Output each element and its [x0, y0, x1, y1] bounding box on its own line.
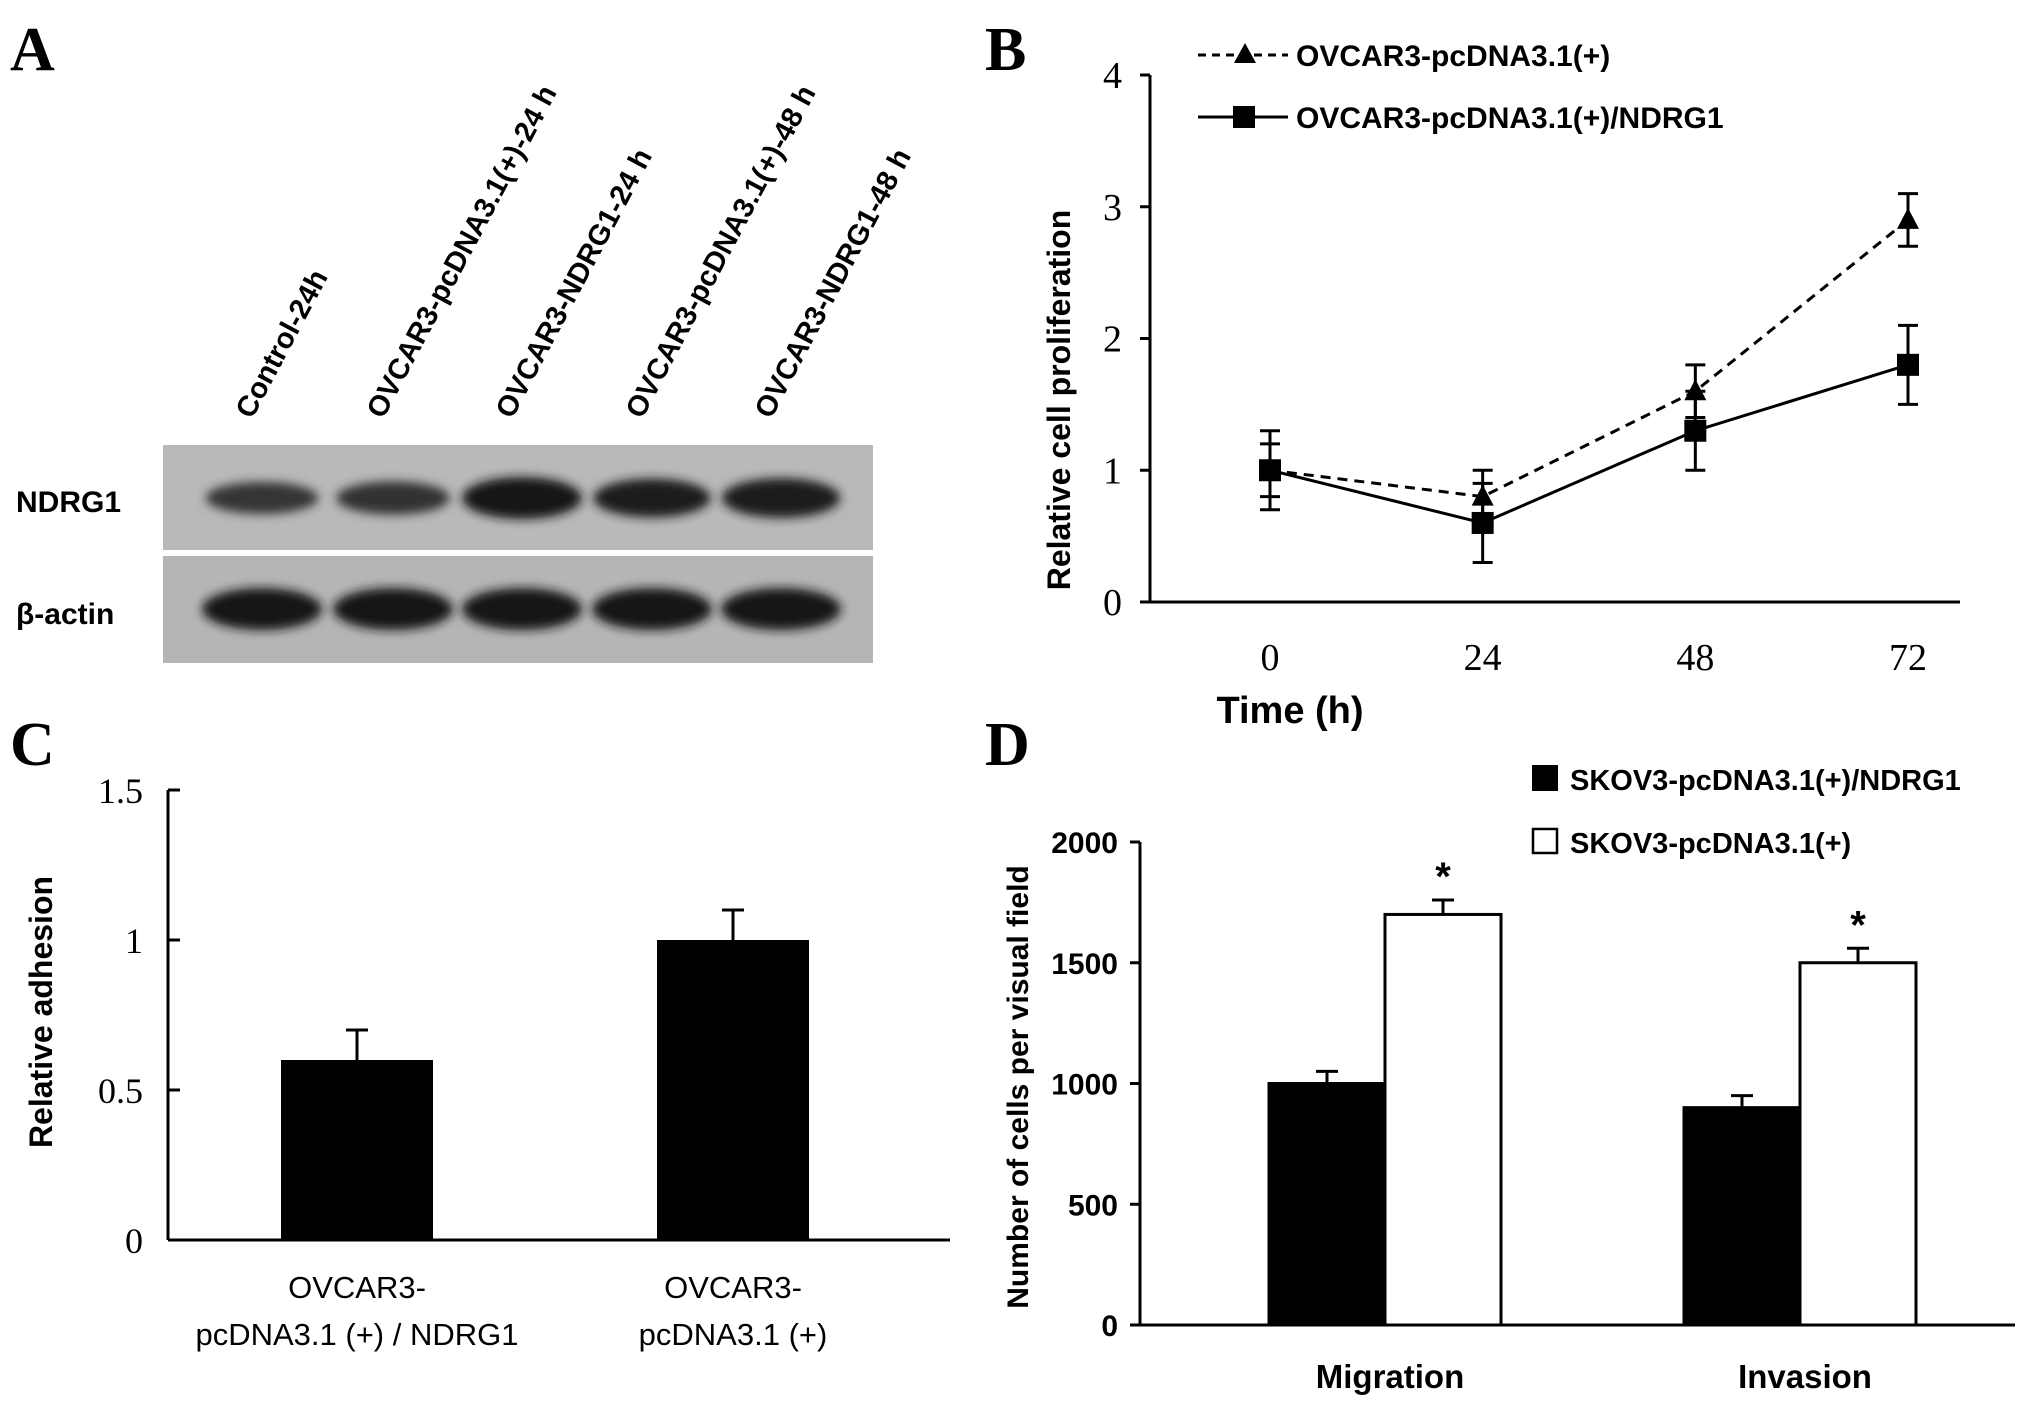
panel-c-adhesion-chart: C 0 0.5 1 1.5 OVCAR3- pcDNA3.1 (+) / NDRG1 OVC…	[10, 711, 950, 1352]
chart-b-x-axis-label: Time (h)	[1216, 690, 1363, 732]
blot-band	[462, 477, 582, 519]
panel-a-letter: A	[10, 16, 55, 84]
chart-b-x-tick-label: 24	[1464, 637, 1502, 679]
chart-d-y-axis-label: Number of cells per visual field	[1002, 865, 1035, 1308]
chart-d-bar	[1682, 1106, 1802, 1327]
chart-d-bar	[1383, 912, 1503, 1327]
chart-d-y-tick-label: 1500	[1051, 948, 1118, 981]
blot-band	[721, 478, 841, 518]
chart-b-legend: OVCAR3-pcDNA3.1(+) OVCAR3-pcDNA3.1(+)/ND…	[1198, 40, 1724, 135]
legend-b-triangle-marker	[1234, 43, 1256, 63]
chart-c-y-tick-label: 0.5	[98, 1071, 143, 1111]
chart-b-point-square	[1684, 419, 1707, 442]
blot-band	[202, 588, 322, 630]
blot-band	[721, 588, 841, 630]
chart-b-y-tick-label: 2	[1103, 319, 1122, 361]
blot-band	[462, 588, 582, 630]
panel-d-migration-invasion-chart: D 0 500 1000 1500 2000 * Migration * Invasion Nu…	[985, 711, 2015, 1395]
chart-b-y-tick-label: 3	[1103, 187, 1122, 229]
chart-d-y-tick-label: 1000	[1051, 1069, 1118, 1102]
chart-d-x-tick-label: Migration	[1316, 1358, 1464, 1395]
blot-band	[592, 588, 712, 630]
chart-b-plot: 0 1 2 3 4 0 24 48 72	[1103, 55, 1960, 679]
panel-d-letter: D	[985, 711, 1030, 779]
chart-b-point-square	[1897, 353, 1919, 376]
panel-b-letter: B	[985, 16, 1026, 84]
chart-b-point-triangle	[1897, 207, 1919, 229]
chart-d-bar	[1267, 1082, 1387, 1327]
chart-c-x-tick-label: OVCAR3-	[664, 1270, 802, 1305]
chart-d-x-tick-label: Invasion	[1738, 1358, 1872, 1395]
chart-c-y-tick-label: 0	[125, 1221, 143, 1261]
chart-b-point-square	[1471, 511, 1494, 534]
chart-d-bar	[1798, 961, 1918, 1327]
blot-band	[336, 481, 450, 515]
chart-b-point-square	[1259, 459, 1281, 482]
legend-d-white-swatch	[1531, 827, 1559, 855]
chart-d-significance-marker: *	[1850, 903, 1866, 947]
chart-c-y-tick-label: 1.5	[98, 771, 143, 811]
chart-d-significance-marker: *	[1435, 855, 1451, 899]
chart-c-y-tick-label: 1	[125, 921, 143, 961]
blot-band	[205, 481, 319, 515]
blot-band	[593, 478, 711, 518]
panel-b-proliferation-chart: B 0 1 2 3 4 0 24 48 72 Time (h) Relative cell pr…	[985, 16, 1960, 732]
legend-b-series-1: OVCAR3-pcDNA3.1(+)/NDRG1	[1296, 102, 1724, 135]
chart-c-plot: 0 0.5 1 1.5 OVCAR3- pcDNA3.1 (+) / NDRG1 OVCAR…	[98, 771, 950, 1352]
chart-c-bar	[657, 940, 809, 1240]
legend-d-black-swatch	[1532, 765, 1558, 791]
chart-c-x-tick-label: OVCAR3-	[288, 1270, 426, 1305]
blot-bands	[202, 477, 841, 630]
ndrg1-row-label: NDRG1	[16, 486, 121, 519]
legend-b-series-0: OVCAR3-pcDNA3.1(+)	[1296, 40, 1610, 73]
panel-c-letter: C	[10, 711, 55, 779]
chart-b-y-tick-label: 4	[1103, 55, 1122, 97]
chart-c-x-tick-label: pcDNA3.1 (+)	[639, 1317, 828, 1352]
legend-d-series-0: SKOV3-pcDNA3.1(+)/NDRG1	[1570, 765, 1961, 797]
chart-c-y-axis-label: Relative adhesion	[23, 876, 59, 1148]
chart-d-y-tick-label: 500	[1068, 1189, 1118, 1222]
legend-d-series-1: SKOV3-pcDNA3.1(+)	[1570, 828, 1851, 860]
chart-b-x-tick-label: 0	[1261, 637, 1280, 679]
panel-a-western-blot: A Control-24h OVCAR3-pcDNA3.1(+)-24 hOVCA…	[10, 16, 918, 663]
actin-row-label: β-actin	[16, 598, 114, 631]
blot-band	[333, 588, 453, 630]
chart-c-x-tick-label: pcDNA3.1 (+) / NDRG1	[195, 1317, 518, 1352]
legend-b-square-marker	[1233, 106, 1255, 128]
chart-b-x-tick-label: 72	[1889, 637, 1927, 679]
chart-b-y-tick-label: 0	[1103, 582, 1122, 624]
chart-d-plot: 0 500 1000 1500 2000 * Migration * Invasion	[1051, 827, 2015, 1395]
chart-c-bar	[281, 1060, 433, 1240]
lane-label: Control-24h	[230, 265, 335, 424]
chart-b-series-line	[1269, 363, 1909, 525]
chart-d-y-tick-label: 0	[1101, 1310, 1118, 1343]
chart-b-y-axis-label: Relative cell proliferation	[1041, 210, 1077, 591]
chart-b-series-line	[1269, 218, 1909, 499]
chart-d-y-tick-label: 2000	[1051, 827, 1118, 860]
chart-b-y-tick-label: 1	[1103, 450, 1122, 492]
lane-labels: Control-24h OVCAR3-pcDNA3.1(+)-24 hOVCAR3…	[230, 80, 918, 423]
chart-b-x-tick-label: 48	[1676, 637, 1714, 679]
chart-d-legend: SKOV3-pcDNA3.1(+)/NDRG1 SKOV3-pcDNA3.1(+…	[1531, 765, 1961, 860]
